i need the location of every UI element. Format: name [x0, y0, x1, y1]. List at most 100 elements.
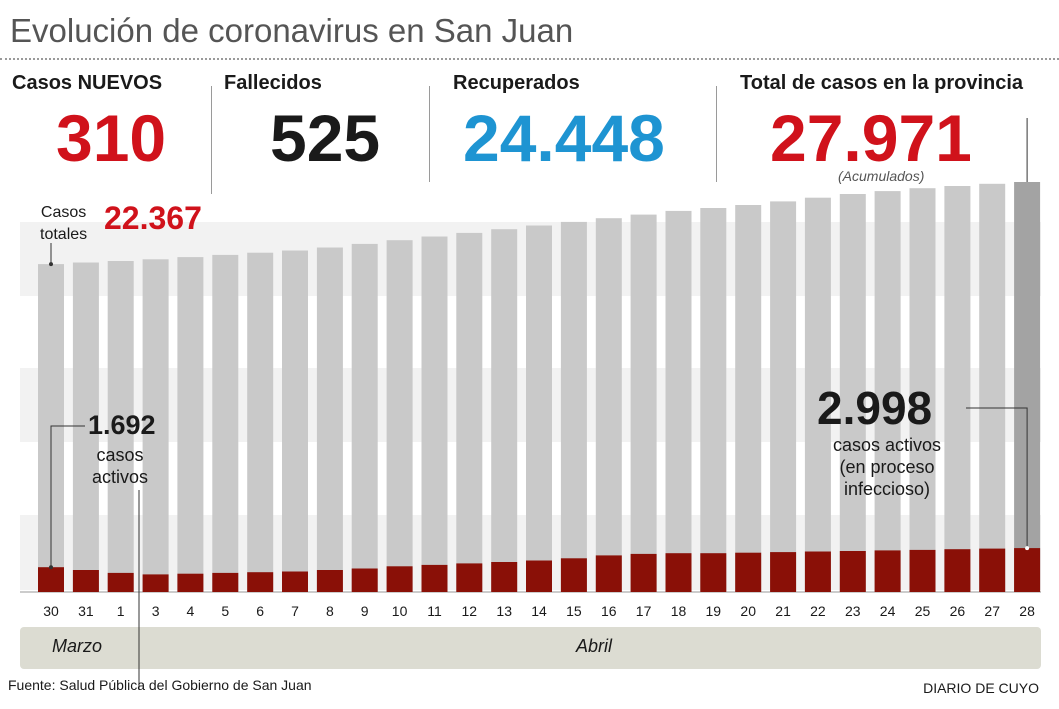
bar-total: [526, 225, 552, 592]
bar-total: [351, 243, 378, 592]
bar-active: [874, 550, 901, 592]
source-note: Fuente: Salud Pública del Gobierno de Sa…: [8, 677, 312, 693]
bar-active: [38, 567, 64, 592]
bar-total: [944, 186, 971, 592]
x-tick-label: 31: [78, 603, 94, 619]
bar-active: [456, 563, 483, 592]
bar-active: [247, 572, 274, 592]
stat-recuperados-label: Recuperados: [453, 72, 580, 94]
bar-active: [107, 572, 134, 592]
first-active-leader: [50, 425, 85, 568]
x-tick-label: 19: [706, 603, 722, 619]
bar-total: [560, 221, 587, 592]
casos-totales-label: Casos totales: [40, 204, 88, 243]
bar-total: [212, 254, 239, 592]
month-label-april: Abril: [576, 636, 613, 656]
last-active-value: 2.998: [817, 382, 933, 434]
bar-active: [979, 548, 1006, 592]
bar-total: [491, 229, 518, 592]
x-tick-label: 20: [740, 603, 756, 619]
bar-total: [386, 240, 413, 592]
bar-active: [804, 551, 831, 592]
bar-total: [107, 261, 134, 592]
page-title: Evolución de coronavirus en San Juan: [10, 12, 574, 49]
x-tick-label: 25: [915, 603, 931, 619]
bar-active: [595, 555, 622, 592]
bar-active: [177, 573, 204, 592]
bar-active: [491, 562, 518, 592]
x-tick-label: 24: [880, 603, 896, 619]
annotation-leaders: [49, 118, 1030, 690]
bar-active: [944, 549, 971, 592]
stat-nuevos-label: Casos NUEVOS: [12, 72, 163, 94]
bar-active: [665, 553, 692, 592]
bar-active: [212, 572, 239, 592]
bar-total: [630, 214, 657, 592]
bar-total: [979, 183, 1006, 593]
x-tick-label: 15: [566, 603, 582, 619]
first-active-label: casos activos: [91, 445, 149, 487]
stat-fallecidos-value: 525: [270, 101, 381, 175]
leader-dot: [49, 262, 53, 267]
bar-total: [142, 259, 169, 592]
stat-total-value: 27.971: [770, 101, 972, 175]
leader-dot: [49, 565, 53, 570]
bar-total: [177, 257, 204, 592]
bar-active: [386, 566, 413, 592]
bar-total: [282, 250, 308, 592]
x-tick-label: 27: [984, 603, 1000, 619]
bar-active: [142, 574, 169, 592]
stat-total-note: (Acumulados): [838, 168, 925, 184]
x-tick-label: 11: [427, 603, 442, 619]
bar-active: [72, 570, 99, 592]
brand-credit: DIARIO DE CUYO: [923, 680, 1039, 696]
last-active-label: casos activos (en proceso infeccioso): [832, 435, 942, 499]
x-tick-label: 4: [187, 603, 195, 619]
bar-total: [735, 205, 762, 592]
bar-active: [282, 571, 308, 592]
x-tick-label: 10: [392, 603, 408, 619]
x-tick-label: 7: [291, 603, 299, 619]
bar-active: [630, 553, 657, 592]
x-tick-label: 17: [636, 603, 652, 619]
bar-total: [874, 191, 901, 592]
bar-active: [421, 564, 448, 592]
bar-total: [316, 247, 343, 592]
bar-active: [316, 570, 343, 592]
leader-dot: [1025, 546, 1030, 551]
stat-divider: [429, 86, 430, 182]
chart-tick-labels: 30 31 1 3 4 5 6 7 8 9 10 11 12 13 14 15 16 17 18 19 20 21 22 23…: [43, 603, 1035, 619]
stat-nuevos-value: 310: [56, 101, 167, 175]
bar-total: [72, 262, 99, 592]
x-tick-label: 16: [601, 603, 617, 619]
x-tick-label: 12: [462, 603, 478, 619]
title-divider: [0, 58, 1059, 60]
x-tick-label: 13: [496, 603, 512, 619]
stat-recuperados: Recuperados 24.448: [453, 72, 665, 171]
bar-total: [804, 197, 831, 592]
bar-total: [839, 194, 866, 592]
x-tick-label: 28: [1019, 603, 1035, 619]
bar-active: [351, 568, 378, 592]
bar-total: [909, 188, 936, 592]
x-tick-label: 9: [361, 603, 369, 619]
x-tick-label: 8: [326, 603, 334, 619]
month-label-march: Marzo: [52, 636, 103, 656]
x-tick-label: 22: [810, 603, 826, 619]
casos-totales-value: 22.367: [104, 200, 202, 236]
month-band: [20, 627, 1041, 669]
stat-recuperados-value: 24.448: [463, 101, 665, 175]
bar-total: [456, 232, 483, 592]
bar-active: [560, 558, 587, 592]
first-active-value: 1.692: [88, 410, 156, 440]
x-tick-label: 6: [256, 603, 264, 619]
bar-total: [665, 210, 692, 592]
stat-divider: [211, 86, 212, 194]
stat-total: Total de casos en la provincia 27.971: [740, 72, 1023, 171]
x-tick-label: 26: [950, 603, 966, 619]
bar-active: [700, 553, 727, 592]
x-tick-label: 14: [531, 603, 547, 619]
x-tick-label: 5: [221, 603, 229, 619]
bar-active: [526, 560, 552, 592]
